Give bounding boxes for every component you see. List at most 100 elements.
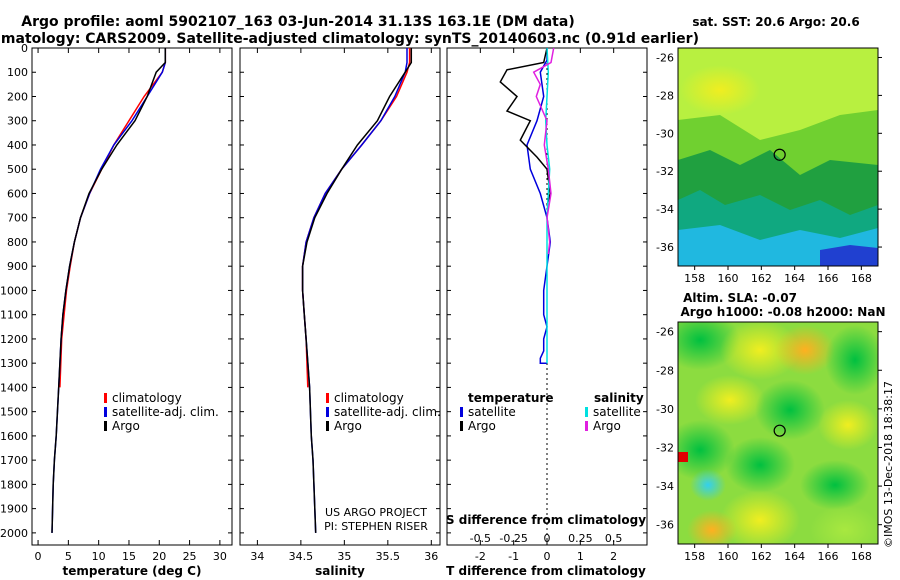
header-line2: Climatology: CARS2009. Satellite-adjuste… xyxy=(0,31,699,47)
map-y-tick-label: -30 xyxy=(656,403,674,416)
x-tick-label: 34.5 xyxy=(289,550,314,563)
legend-temp-argo: Argo xyxy=(468,419,496,433)
depth-tick-label: 1700 xyxy=(0,454,28,467)
depth-tick-label: 1000 xyxy=(0,284,28,297)
salinity-legend: climatology satellite-adj. clim. Argo xyxy=(326,391,441,433)
map-y-tick-label: -36 xyxy=(656,519,674,532)
map-x-tick-label: 160 xyxy=(718,272,739,285)
legend-sal-argo: Argo xyxy=(593,419,621,433)
series-line-temperature-argo xyxy=(499,47,552,206)
x-tick-label: 2 xyxy=(610,550,617,563)
legend-climatology: climatology xyxy=(112,391,182,405)
map-y-tick-label: -32 xyxy=(656,165,674,178)
sla-low-patch-4 xyxy=(678,420,735,480)
header-line1: Argo profile: aoml 5902107_163 03-Jun-20… xyxy=(21,14,574,30)
series-line-climatology xyxy=(59,48,167,388)
project-credit: US ARGO PROJECT xyxy=(325,506,427,519)
x-tick-label: 36 xyxy=(424,550,438,563)
sla-map-frame xyxy=(677,321,879,545)
sst-warm-patch xyxy=(680,65,760,115)
top-tick-label: 0.25 xyxy=(568,532,593,545)
depth-tick-label: 300 xyxy=(7,115,28,128)
difference-legend: temperature satellite Argo salinity sate… xyxy=(460,391,644,433)
map-x-tick-label: 158 xyxy=(684,272,705,285)
temperature-panel-frame xyxy=(31,47,233,546)
sla-high-patch-6 xyxy=(687,510,737,544)
sst-map-frame xyxy=(677,47,879,267)
legend-swatch-argo xyxy=(104,421,107,431)
depth-tick-label: 700 xyxy=(7,212,28,225)
legend-swatch-temp-satellite xyxy=(460,407,463,417)
series-line-salinity-argo xyxy=(532,47,555,255)
sla-map-title1: Altim. SLA: -0.07 xyxy=(683,291,797,305)
sla-low-patch-6 xyxy=(800,460,870,510)
sla-high-patch-3 xyxy=(695,375,765,425)
map-x-tick-label: 158 xyxy=(684,550,705,563)
depth-tick-label: 1100 xyxy=(0,309,28,322)
depth-tick-label: 1900 xyxy=(0,503,28,516)
x-tick-label: 5 xyxy=(65,550,72,563)
sla-low-patch-5 xyxy=(725,437,795,493)
sla-land-mask xyxy=(678,452,688,462)
depth-tick-label: 800 xyxy=(7,236,28,249)
map-y-tick-label: -36 xyxy=(656,241,674,254)
sst-float-marker xyxy=(773,148,786,161)
series-line-satellite-adj-clim- xyxy=(51,48,167,533)
x-tick-label: 0 xyxy=(35,550,42,563)
legend-swatch-satellite xyxy=(326,407,329,417)
legend-swatch-argo xyxy=(326,421,329,431)
x-tick-label: 34 xyxy=(250,550,264,563)
x-tick-label: 25 xyxy=(183,550,197,563)
depth-tick-label: 1200 xyxy=(0,333,28,346)
sla-low-patch-3 xyxy=(755,380,825,440)
depth-tick-label: 100 xyxy=(7,66,28,79)
sst-map: 158 160 162 164 166 168 -26 -28 -30 -32 -34 -36 xyxy=(656,47,882,285)
series-line-satellite-adj-clim- xyxy=(301,48,408,533)
map-x-tick-label: 168 xyxy=(851,550,872,563)
map-x-tick-label: 166 xyxy=(818,272,839,285)
x-tick-label: -2 xyxy=(475,550,486,563)
map-y-tick-label: -26 xyxy=(656,326,674,339)
depth-tick-label: 2000 xyxy=(0,527,28,540)
legend-argo: Argo xyxy=(334,419,362,433)
sst-map-title: sat. SST: 20.6 Argo: 20.6 xyxy=(692,15,859,29)
map-y-tick-label: -28 xyxy=(656,364,674,377)
legend-sal-satellite: satellite xyxy=(593,405,641,419)
x-tick-label: 15 xyxy=(122,550,136,563)
imos-watermark: ©IMOS 13-Dec-2018 18:38:17 xyxy=(882,381,895,548)
depth-tick-label: 900 xyxy=(7,260,28,273)
map-y-tick-label: -34 xyxy=(656,480,674,493)
legend-swatch-sal-argo xyxy=(585,421,588,431)
sla-map: 158 160 162 164 166 168 -26 -28 -30 -32 -34 -36 xyxy=(656,321,882,563)
x-tick-label: 35 xyxy=(337,550,351,563)
map-x-tick-label: 162 xyxy=(751,272,772,285)
x-tick-label: 30 xyxy=(213,550,227,563)
legend-argo: Argo xyxy=(112,419,140,433)
x-tick-label: 1 xyxy=(577,550,584,563)
map-y-tick-label: -30 xyxy=(656,127,674,140)
map-x-tick-label: 162 xyxy=(751,550,772,563)
map-y-tick-label: -28 xyxy=(656,89,674,102)
top-tick-label: -0.25 xyxy=(499,532,527,545)
legend-swatch-temp-argo xyxy=(460,421,463,431)
sla-high-patch-5 xyxy=(720,490,800,544)
depth-tick-label: 1400 xyxy=(0,381,28,394)
legend-satellite: satellite-adj. clim. xyxy=(334,405,441,419)
sla-high-patch-4 xyxy=(818,400,878,450)
map-x-tick-label: 164 xyxy=(784,272,805,285)
x-tick-label: 20 xyxy=(152,550,166,563)
x-tick-label: 10 xyxy=(92,550,106,563)
depth-tick-label: 1300 xyxy=(0,357,28,370)
salinity-difference-label: S difference from climatology xyxy=(446,513,646,527)
map-y-tick-label: -26 xyxy=(656,51,674,64)
sla-lowest-patch xyxy=(690,469,726,501)
x-tick-label: 0 xyxy=(544,550,551,563)
sla-float-marker xyxy=(773,424,786,437)
sst-map-axes: 158 160 162 164 166 168 -26 -28 -30 -32 -34 -36 xyxy=(656,51,882,285)
map-x-tick-label: 168 xyxy=(851,272,872,285)
legend-satellite: satellite-adj. clim. xyxy=(112,405,219,419)
legend-swatch-climatology xyxy=(104,393,107,403)
legend-temp-satellite: satellite xyxy=(468,405,516,419)
